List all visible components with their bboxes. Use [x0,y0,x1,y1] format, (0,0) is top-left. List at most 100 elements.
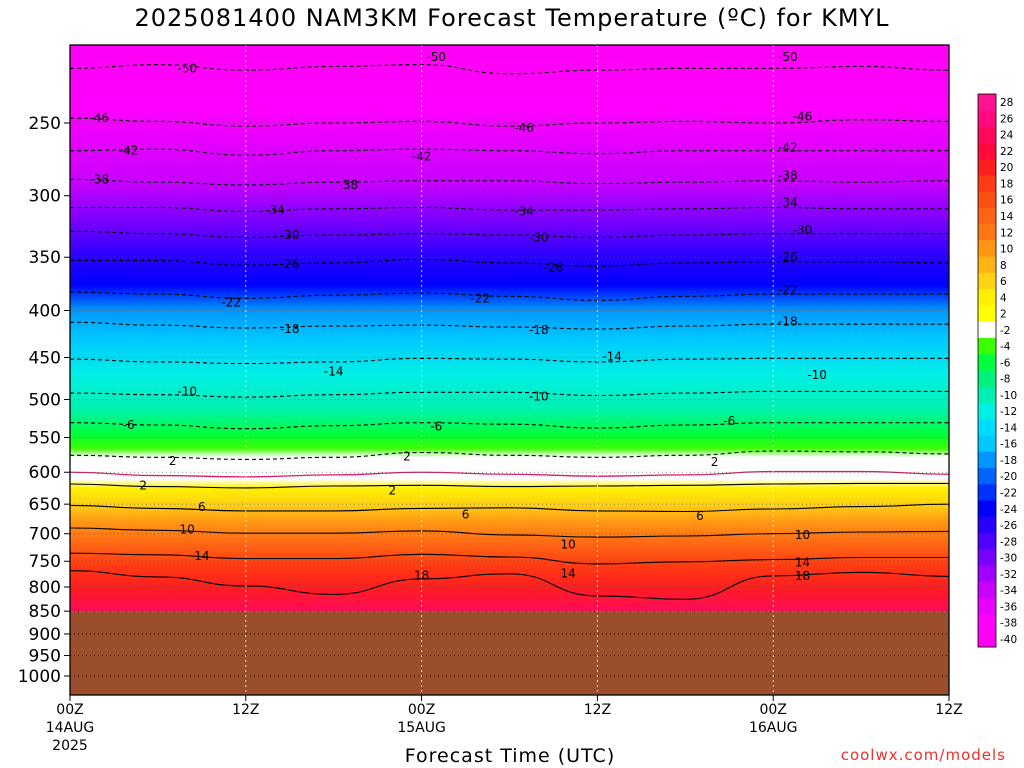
x-tick-date: 15AUG [397,720,446,736]
colorbar-label: 26 [1000,113,1014,125]
colorbar-cell [978,321,996,339]
colorbar-label: 20 [1000,162,1013,174]
x-tick-label: 12Z [232,702,259,718]
colorbar-label: -8 [1000,374,1010,386]
isotherm-label: -18 [529,323,549,337]
colorbar-label: -36 [1000,601,1017,613]
colorbar-cell [978,435,996,453]
y-tick-label: 800 [29,578,61,598]
y-tick-label: 950 [29,647,61,667]
colorbar-cell [978,126,996,144]
y-tick-label: 550 [29,429,61,449]
y-tick-label: 400 [29,301,61,321]
colorbar-label: -12 [1000,406,1017,418]
isotherm-label: -42 [412,150,432,164]
isotherm-label: -46 [514,121,534,135]
isotherm-label: -26 [778,250,798,264]
isotherm-label: 2 [169,454,177,468]
isotherm-label: -14 [324,364,344,378]
isotherm-label: -10 [807,368,827,382]
isotherm-2 [70,482,949,489]
isotherm-label: -22 [778,283,798,297]
isotherm-label: 10 [180,523,195,537]
colorbar-cell [978,191,996,209]
x-tick-label: 00Z [759,702,786,718]
colorbar-label: 2 [1000,309,1007,321]
isotherm-label: -10 [529,389,549,403]
colorbar-cell [978,451,996,469]
colorbar-cell [978,289,996,306]
colorbar-cell [978,630,996,648]
x-tick-date: 16AUG [749,720,798,736]
colorbar-label: -22 [1000,487,1017,499]
colorbar-cell [978,549,996,567]
y-tick-label: 450 [29,348,61,368]
isotherm-18 [70,570,949,600]
colorbar-label: -14 [1000,422,1017,434]
isotherm-label: 2 [711,455,719,469]
isotherm-label: 14 [795,555,810,569]
isotherm-label: -50 [778,50,798,64]
colorbar-cell [978,403,996,420]
colorbar-cell [978,386,996,404]
isotherm-label: 14 [194,549,209,563]
colorbar-label: -16 [1000,439,1017,451]
colorbar-cell [978,207,996,225]
isotherm-label: -30 [280,228,300,242]
colorbar-label: -40 [1000,634,1017,646]
isotherm-label: 10 [560,537,575,551]
credit-link[interactable]: coolwx.com/models [840,746,1006,764]
colorbar-cell [978,159,996,176]
colorbar-label: 22 [1000,146,1013,158]
colorbar-label: -28 [1000,536,1017,548]
colorbar-cell [978,581,996,599]
y-tick-label: 600 [29,463,61,483]
isotherm-label: -10 [177,384,197,398]
isotherm-label: -38 [778,168,798,182]
colorbar-cell [978,370,996,388]
isotherm-label: 2 [139,478,147,492]
isotherm-labels: -50 -50 -50 -46 -46 -46 -42 -42 -42 -38 -38 -38 -34 -… [89,50,826,583]
isotherm-label: -42 [119,144,139,158]
y-tick-label: 700 [29,525,61,545]
colorbar-label: -18 [1000,455,1017,467]
colorbar-label: 18 [1000,178,1013,190]
temperature-field [70,45,949,612]
x-tick-label: 00Z [408,702,435,718]
isotherm-label: -46 [793,110,813,124]
isotherm-label: 10 [795,528,810,542]
isotherm-14 [70,552,949,565]
terrain-below-ground [70,611,949,695]
x-tick-label: 00Z [56,702,83,718]
isotherm-10 [70,527,949,538]
colorbar-cell [978,272,996,290]
colorbar-label: -32 [1000,569,1017,581]
isotherm-label: -18 [778,314,798,328]
isotherm-6 [70,503,949,513]
isotherm-label: -22 [470,291,490,305]
x-axis-label: Forecast Time (UTC) [404,745,616,767]
isotherm-label: -34 [514,204,534,218]
grid-lines [69,45,950,695]
colorbar-legend: 28 26 24 22 20 18 16 14 12 10 8 6 4 2 -2 -4 -6 -8 -10 -12 -1… [977,93,1017,648]
isotherm-label: -38 [89,172,109,186]
colorbar-label: 4 [1000,292,1007,304]
colorbar-cell [978,614,996,632]
y-tick-label: 850 [29,602,61,622]
isotherm-label: -26 [280,257,300,271]
x-tick-label: 12Z [584,702,611,718]
colorbar-cell [978,468,996,485]
colorbar-cell [978,142,996,160]
y-tick-label: 1000 [18,667,61,687]
colorbar-label: -34 [1000,585,1017,597]
y-tick-label: 500 [29,391,61,411]
isotherm-label: -42 [778,141,798,155]
isotherm-contours [70,64,949,600]
colorbar-label: 8 [1000,260,1007,272]
isotherm-label: 2 [403,450,411,464]
y-tick-label: 250 [29,114,61,134]
colorbar-label: -24 [1000,504,1017,516]
colorbar-cell [978,354,996,371]
colorbar-cell [978,305,996,323]
colorbar-label: -6 [1000,357,1011,369]
